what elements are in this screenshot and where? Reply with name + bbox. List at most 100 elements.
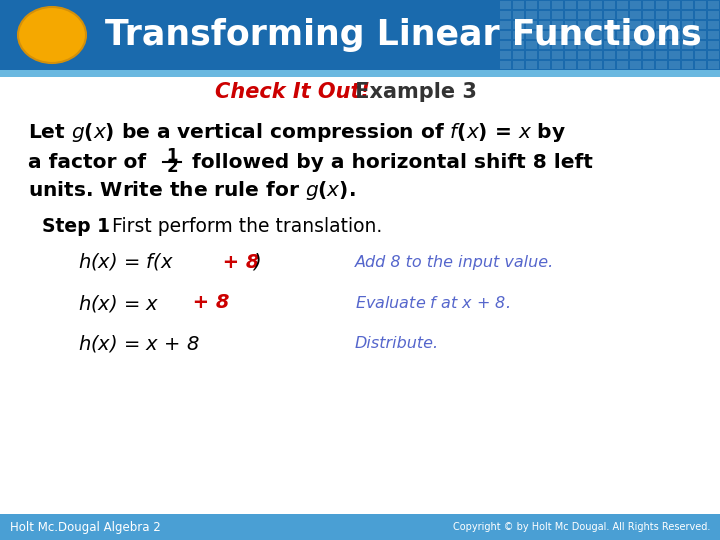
- Bar: [500, 21, 511, 29]
- Bar: [617, 61, 628, 69]
- Bar: [656, 31, 667, 39]
- Text: Copyright © by Holt Mc Dougal. All Rights Reserved.: Copyright © by Holt Mc Dougal. All Right…: [453, 522, 710, 532]
- Bar: [656, 61, 667, 69]
- Bar: [591, 11, 602, 19]
- Bar: [552, 21, 563, 29]
- Bar: [617, 11, 628, 19]
- Ellipse shape: [18, 7, 86, 63]
- Bar: [0, 514, 720, 540]
- Text: Holt Mc.Dougal Algebra 2: Holt Mc.Dougal Algebra 2: [10, 521, 161, 534]
- Bar: [500, 51, 511, 59]
- Bar: [526, 21, 537, 29]
- Bar: [513, 21, 524, 29]
- Bar: [630, 31, 641, 39]
- Bar: [656, 41, 667, 49]
- Bar: [604, 61, 615, 69]
- Text: 2: 2: [166, 158, 178, 176]
- Bar: [539, 31, 550, 39]
- Bar: [656, 1, 667, 9]
- Text: units. Write the rule for $g$($x$).: units. Write the rule for $g$($x$).: [28, 179, 356, 201]
- Bar: [630, 61, 641, 69]
- Bar: [630, 41, 641, 49]
- Bar: [500, 31, 511, 39]
- Bar: [539, 41, 550, 49]
- Bar: [513, 41, 524, 49]
- Text: Add 8 to the input value.: Add 8 to the input value.: [355, 254, 554, 269]
- Bar: [669, 21, 680, 29]
- Bar: [656, 21, 667, 29]
- Bar: [578, 41, 589, 49]
- Bar: [591, 1, 602, 9]
- Bar: [578, 51, 589, 59]
- Bar: [669, 51, 680, 59]
- Bar: [552, 1, 563, 9]
- Text: ): ): [253, 253, 261, 272]
- Text: + 8: + 8: [216, 253, 259, 272]
- Bar: [578, 21, 589, 29]
- Text: followed by a horizontal shift 8 left: followed by a horizontal shift 8 left: [192, 152, 593, 172]
- Bar: [708, 11, 719, 19]
- Bar: [578, 11, 589, 19]
- Bar: [643, 31, 654, 39]
- Bar: [669, 61, 680, 69]
- Bar: [604, 1, 615, 9]
- Text: Step 1: Step 1: [42, 217, 110, 235]
- Bar: [617, 31, 628, 39]
- Bar: [552, 41, 563, 49]
- Bar: [526, 41, 537, 49]
- Bar: [591, 51, 602, 59]
- Bar: [526, 51, 537, 59]
- Bar: [682, 21, 693, 29]
- Bar: [565, 41, 576, 49]
- Text: a factor of: a factor of: [28, 152, 146, 172]
- Bar: [695, 61, 706, 69]
- Bar: [656, 11, 667, 19]
- Bar: [643, 51, 654, 59]
- Bar: [604, 11, 615, 19]
- Bar: [604, 21, 615, 29]
- Bar: [643, 21, 654, 29]
- Bar: [617, 41, 628, 49]
- Bar: [695, 31, 706, 39]
- Text: Let $g$($x$) be a vertical compression of $f$($x$) = $x$ by: Let $g$($x$) be a vertical compression o…: [28, 120, 566, 144]
- Text: $h$($x$) = $f$($x$: $h$($x$) = $f$($x$: [78, 252, 174, 273]
- Text: $h$($x$) = $x$ + 8: $h$($x$) = $x$ + 8: [78, 334, 199, 354]
- Bar: [552, 11, 563, 19]
- Bar: [539, 11, 550, 19]
- Bar: [591, 31, 602, 39]
- Bar: [604, 31, 615, 39]
- Bar: [578, 1, 589, 9]
- Bar: [630, 11, 641, 19]
- Bar: [695, 11, 706, 19]
- Bar: [565, 61, 576, 69]
- Bar: [643, 41, 654, 49]
- Bar: [500, 61, 511, 69]
- Bar: [513, 51, 524, 59]
- Bar: [708, 1, 719, 9]
- Bar: [643, 61, 654, 69]
- Bar: [526, 1, 537, 9]
- Bar: [682, 51, 693, 59]
- Bar: [695, 1, 706, 9]
- Bar: [513, 31, 524, 39]
- Text: Example 3: Example 3: [348, 82, 477, 102]
- Bar: [578, 61, 589, 69]
- Bar: [669, 31, 680, 39]
- Text: Evaluate $f$ at $x$ + 8.: Evaluate $f$ at $x$ + 8.: [355, 295, 510, 311]
- Bar: [565, 1, 576, 9]
- Bar: [604, 51, 615, 59]
- Bar: [526, 61, 537, 69]
- Bar: [539, 1, 550, 9]
- Bar: [643, 1, 654, 9]
- Bar: [539, 21, 550, 29]
- Bar: [513, 11, 524, 19]
- Bar: [695, 51, 706, 59]
- Bar: [578, 31, 589, 39]
- Bar: [591, 21, 602, 29]
- Bar: [669, 41, 680, 49]
- Bar: [526, 11, 537, 19]
- Bar: [682, 61, 693, 69]
- Bar: [669, 11, 680, 19]
- Bar: [526, 31, 537, 39]
- Bar: [539, 61, 550, 69]
